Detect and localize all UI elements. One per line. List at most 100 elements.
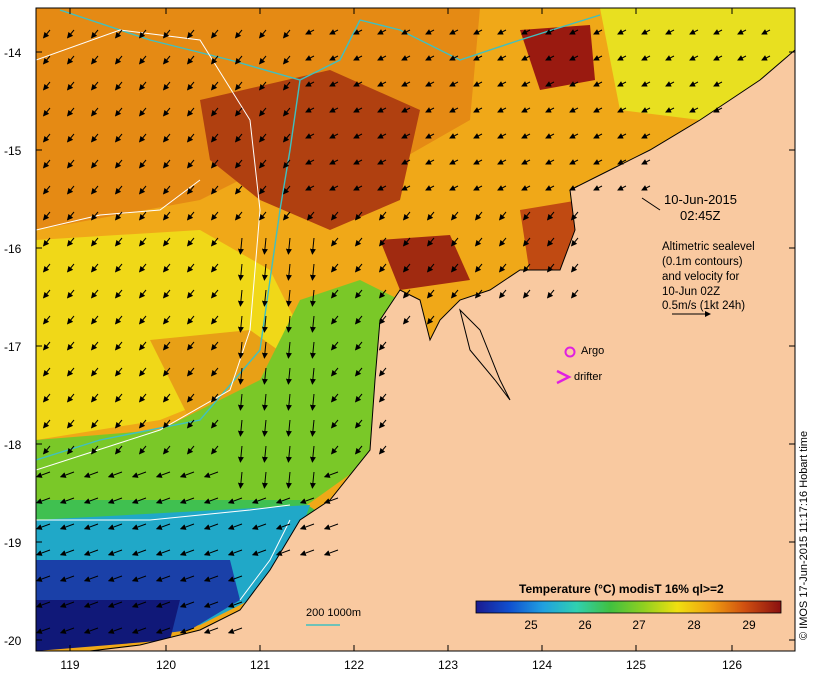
- velocity-arrow: [138, 185, 147, 195]
- colorbar: [475, 600, 782, 614]
- velocity-arrow: [330, 315, 339, 325]
- velocity-arrow: [203, 549, 219, 556]
- velocity-arrow: [426, 211, 435, 221]
- velocity-arrow: [498, 289, 507, 299]
- velocity-arrow: [186, 133, 195, 143]
- velocity-arrow: [186, 29, 195, 39]
- velocity-arrow: [402, 211, 411, 221]
- velocity-arrow: [36, 523, 51, 530]
- velocity-arrow: [114, 263, 123, 273]
- velocity-arrow: [761, 55, 771, 61]
- velocity-arrow: [114, 341, 123, 351]
- velocity-arrow: [641, 81, 651, 87]
- velocity-arrow: [473, 185, 483, 191]
- velocity-arrow: [665, 55, 675, 61]
- velocity-arrow: [36, 549, 51, 556]
- velocity-arrow: [285, 445, 292, 463]
- velocity-arrow: [449, 55, 459, 61]
- velocity-arrow: [66, 341, 75, 351]
- x-tick-label: 124: [531, 658, 553, 672]
- velocity-arrow: [162, 419, 171, 429]
- velocity-arrow: [450, 289, 459, 299]
- velocity-arrow: [545, 159, 555, 165]
- hot-water-patch-coast: [380, 235, 470, 290]
- velocity-arrow: [83, 497, 99, 504]
- velocity-arrow: [545, 185, 555, 191]
- velocity-arrow: [131, 575, 147, 582]
- velocity-arrow: [155, 627, 171, 634]
- velocity-arrow: [42, 185, 51, 195]
- colorbar-tick: 26: [578, 618, 592, 632]
- velocity-arrow: [66, 289, 75, 299]
- velocity-arrow: [641, 185, 651, 191]
- velocity-arrow: [42, 393, 51, 403]
- velocity-arrow: [282, 107, 291, 117]
- colorbar-tick: 27: [632, 618, 646, 632]
- velocity-arrow: [425, 29, 435, 35]
- colorbar-tick: 28: [687, 618, 701, 632]
- velocity-arrow: [689, 29, 699, 35]
- y-tick-label: -14: [4, 46, 22, 60]
- velocity-arrow: [305, 107, 315, 113]
- velocity-arrow: [258, 185, 267, 195]
- velocity-arrow: [665, 107, 675, 113]
- velocity-arrow: [323, 523, 339, 530]
- velocity-arrow: [545, 55, 555, 61]
- velocity-arrow: [186, 237, 195, 247]
- velocity-arrow: [42, 55, 51, 65]
- velocity-arrow: [258, 55, 267, 65]
- velocity-arrow: [114, 211, 123, 221]
- velocity-arrow: [227, 523, 243, 530]
- velocity-arrow: [450, 237, 459, 247]
- velocity-arrow: [330, 419, 339, 429]
- velocity-arrow: [617, 107, 627, 113]
- y-tick-label: -19: [4, 536, 22, 550]
- velocity-arrow: [138, 55, 147, 65]
- y-tick-label: -16: [4, 242, 22, 256]
- velocity-arrow: [36, 497, 51, 504]
- velocity-arrow: [251, 497, 267, 504]
- date-label: 10-Jun-2015: [664, 192, 737, 207]
- velocity-arrow: [234, 81, 243, 91]
- velocity-arrow: [251, 523, 267, 530]
- velocity-arrow: [107, 471, 123, 478]
- velocity-arrow: [330, 393, 339, 403]
- velocity-arrow: [66, 185, 75, 195]
- velocity-arrow: [378, 263, 387, 273]
- velocity-arrow: [42, 211, 51, 221]
- date-pointer-line: [641, 197, 661, 211]
- velocity-arrow: [617, 81, 627, 87]
- velocity-arrow: [474, 263, 483, 273]
- velocity-arrow: [401, 159, 411, 165]
- velocity-arrow: [546, 289, 555, 299]
- velocity-arrow: [131, 497, 147, 504]
- velocity-arrow: [498, 211, 507, 221]
- velocity-arrow: [83, 627, 99, 634]
- velocity-arrow: [593, 55, 603, 61]
- velocity-arrow: [474, 289, 483, 299]
- velocity-arrow: [449, 159, 459, 165]
- velocity-arrow: [210, 367, 219, 377]
- velocity-arrow: [282, 55, 291, 65]
- velocity-arrow: [402, 263, 411, 273]
- velocity-arrow: [107, 575, 123, 582]
- velocity-arrow: [114, 81, 123, 91]
- velocity-arrow: [285, 419, 292, 437]
- velocity-arrow: [155, 601, 171, 608]
- velocity-arrow: [299, 523, 315, 530]
- velocity-arrow: [570, 237, 579, 247]
- velocity-arrow: [107, 497, 123, 504]
- velocity-arrow: [309, 289, 316, 307]
- velocity-arrow: [261, 237, 268, 255]
- velocity-arrow: [210, 289, 219, 299]
- velocity-arrow: [569, 29, 579, 35]
- velocity-arrow: [227, 497, 243, 504]
- velocity-arrow: [617, 55, 627, 61]
- velocity-arrow: [713, 29, 723, 35]
- velocity-arrow: [90, 133, 99, 143]
- velocity-arrow: [617, 29, 627, 35]
- sealevel-contour-2: [36, 504, 291, 601]
- velocity-arrow: [522, 263, 531, 273]
- velocity-arrow: [234, 159, 243, 169]
